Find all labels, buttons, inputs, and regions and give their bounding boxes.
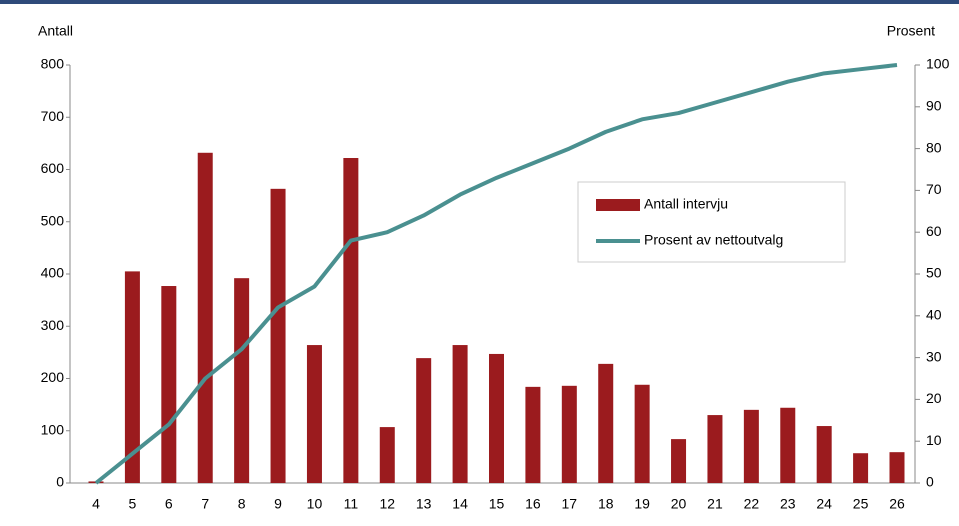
bar: [853, 453, 869, 483]
x-tick-label: 20: [671, 496, 687, 512]
x-tick-label: 15: [489, 496, 505, 512]
x-tick-label: 9: [274, 496, 282, 512]
x-tick-label: 13: [416, 496, 432, 512]
y2-tick-label: 50: [926, 265, 942, 281]
bar: [816, 426, 832, 483]
x-tick-label: 18: [598, 496, 614, 512]
y-tick-label: 700: [41, 108, 65, 124]
y2-tick-label: 100: [926, 56, 950, 72]
bar: [270, 188, 286, 483]
bar: [525, 386, 541, 483]
y2-tick-label: 0: [926, 474, 934, 490]
x-tick-label: 5: [129, 496, 137, 512]
bar: [452, 345, 468, 483]
x-tick-label: 10: [307, 496, 323, 512]
x-tick-label: 6: [165, 496, 173, 512]
bar: [379, 427, 395, 483]
x-tick-label: 11: [344, 496, 359, 512]
y-tick-label: 300: [41, 317, 65, 333]
y2-tick-label: 70: [926, 181, 942, 197]
bar: [416, 358, 432, 483]
x-tick-label: 12: [379, 496, 395, 512]
y-tick-label: 400: [41, 265, 65, 281]
x-tick-label: 22: [744, 496, 760, 512]
x-tick-label: 24: [816, 496, 832, 512]
y2-axis-label: Prosent: [887, 23, 935, 39]
bar: [634, 384, 650, 483]
y-tick-label: 500: [41, 212, 65, 228]
x-tick-label: 14: [452, 496, 468, 512]
line-series: [94, 63, 898, 485]
bar: [889, 452, 905, 483]
y-tick-label: 100: [41, 421, 65, 437]
top-rule: [0, 0, 959, 4]
bar: [743, 409, 759, 483]
bar: [343, 158, 359, 483]
x-tick-label: 21: [707, 496, 723, 512]
y-tick-label: 200: [41, 369, 65, 385]
x-tick-label: 26: [889, 496, 905, 512]
bar: [780, 407, 796, 483]
x-tick-label: 25: [853, 496, 869, 512]
y-tick-label: 800: [41, 56, 65, 72]
x-tick-label: 7: [201, 496, 209, 512]
bar: [561, 385, 577, 483]
y-axis-label: Antall: [38, 23, 73, 39]
x-tick-label: 19: [634, 496, 650, 512]
y2-tick-label: 30: [926, 348, 942, 364]
bar: [671, 439, 687, 483]
bar: [161, 286, 177, 483]
legend-swatch: [596, 199, 640, 211]
y2-tick-label: 20: [926, 390, 942, 406]
legend-label: Antall intervju: [644, 196, 728, 212]
y-tick-label: 600: [41, 160, 65, 176]
x-tick-label: 17: [562, 496, 578, 512]
y-tick-label: 0: [56, 474, 64, 490]
bar: [234, 278, 250, 483]
x-tick-label: 16: [525, 496, 541, 512]
legend: [577, 181, 846, 263]
x-tick-label: 8: [238, 496, 246, 512]
bar: [306, 345, 322, 483]
legend-label: Prosent av nettoutvalg: [644, 232, 783, 248]
y2-tick-label: 60: [926, 223, 942, 239]
x-tick-label: 23: [780, 496, 796, 512]
bar: [598, 363, 614, 483]
bar: [124, 271, 140, 483]
y2-tick-label: 80: [926, 139, 942, 155]
bar: [489, 353, 504, 483]
y2-tick-label: 40: [926, 307, 942, 323]
y2-tick-label: 10: [926, 432, 942, 448]
y2-tick-label: 90: [926, 98, 942, 114]
x-tick-label: 4: [92, 496, 100, 512]
bar: [197, 152, 213, 483]
bar: [707, 415, 723, 483]
